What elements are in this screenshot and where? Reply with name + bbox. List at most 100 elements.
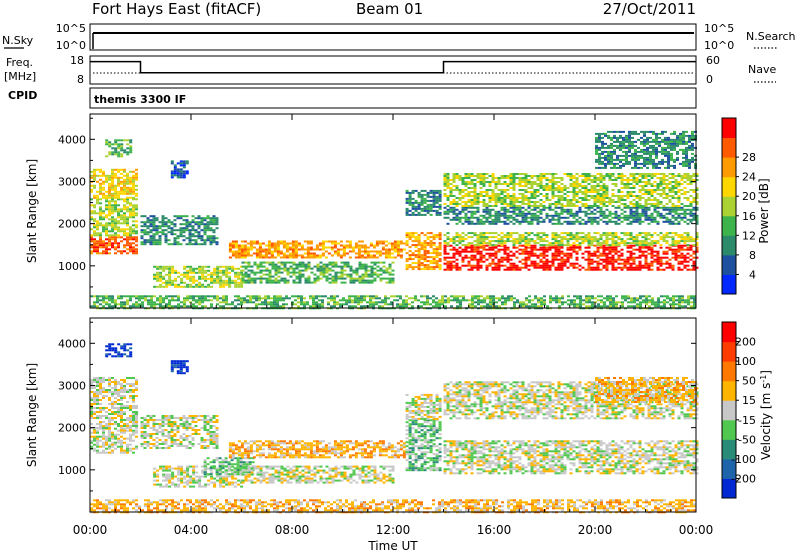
power-echo-region <box>406 190 442 216</box>
velocity-colorbar-label-base: Velocity [m s <box>759 383 773 460</box>
velocity-colorbar-tick-label: -100 <box>731 453 756 466</box>
velocity-echo-region <box>90 377 138 429</box>
beam-title: Beam 01 <box>356 0 423 18</box>
freq-left-tick-bottom: 8 <box>77 73 84 86</box>
velocity-ylabel: Slant Range [km] <box>25 363 39 467</box>
power-echo-region <box>444 232 699 246</box>
power-colorbar-label: Power [dB] <box>757 178 771 243</box>
velocity-colorbar-label-exp: -1 <box>759 375 768 383</box>
cpid-mode: themis 3300 IF <box>94 93 186 106</box>
xtick-label: 00:00 <box>679 523 714 537</box>
nsky-label: N.Sky <box>2 34 34 47</box>
power-echo-region <box>595 131 697 169</box>
velocity-echo-region <box>242 466 395 484</box>
velocity-colorbar-segment <box>722 400 736 420</box>
cpid-label: CPID <box>8 89 37 102</box>
velocity-colorbar-tick-label: -15 <box>738 414 756 427</box>
velocity-colorbar-segment <box>722 420 736 440</box>
velocity-colorbar-segment <box>722 322 736 342</box>
velocity-colorbar-tick-label: -200 <box>731 472 756 485</box>
xtick-label: 12:00 <box>376 523 411 537</box>
xtick-label: 04:00 <box>174 523 209 537</box>
freq-label: Freq. <box>6 56 33 69</box>
power-colorbar-segment <box>722 138 736 158</box>
freq-left-tick-top: 18 <box>70 54 84 67</box>
power-echo-region <box>242 262 395 284</box>
power-colorbar-segment <box>722 177 736 197</box>
power-colorbar-segment <box>722 235 736 255</box>
power-colorbar-segment <box>722 118 736 138</box>
power-ytick-label: 3000 <box>58 175 86 188</box>
velocity-echo-region <box>105 343 132 357</box>
power-colorbar-tick-label: 4 <box>749 268 756 281</box>
xtick-label: 16:00 <box>477 523 512 537</box>
station-title: Fort Hays East (fitACF) <box>92 0 261 18</box>
power-echo-region <box>171 160 189 178</box>
power-ytick-label: 4000 <box>58 133 86 146</box>
nsky-panel-frame <box>90 24 696 50</box>
velocity-echo-region <box>444 440 699 474</box>
velocity-colorbar-tick-label: 15 <box>742 394 756 407</box>
xtick-label: 08:00 <box>275 523 310 537</box>
power-colorbar-tick-label: 20 <box>742 190 756 203</box>
velocity-colorbar-segment <box>722 381 736 401</box>
power-echo-layer <box>90 131 699 309</box>
nave-right-tick-bottom: 0 <box>706 73 713 86</box>
power-echo-region <box>229 241 406 259</box>
velocity-colorbar-tick-label: 100 <box>735 355 756 368</box>
velocity-colorbar-tick-label: -50 <box>738 433 756 446</box>
time-xlabel: Time UT <box>367 539 418 553</box>
velocity-ytick-label: 3000 <box>58 379 86 392</box>
velocity-colorbar-label-close: ] <box>759 370 773 375</box>
power-colorbar-tick-label: 28 <box>742 151 756 164</box>
velocity-ytick-label: 2000 <box>58 422 86 435</box>
velocity-echo-region <box>90 428 138 454</box>
velocity-colorbar-segment <box>722 361 736 381</box>
nsky-right-tick-bottom: 10^0 <box>704 39 734 52</box>
velocity-ytick-label: 1000 <box>58 464 86 477</box>
power-echo-region <box>105 139 132 157</box>
power-echo-region <box>444 207 699 225</box>
freq-unit-label: [MHz] <box>4 70 36 83</box>
xtick-label: 00:00 <box>73 523 108 537</box>
power-colorbar-tick-label: 24 <box>742 171 756 184</box>
velocity-echo-region <box>229 440 406 458</box>
freq-trace <box>90 62 696 73</box>
power-colorbar-segment <box>722 196 736 216</box>
power-colorbar-segment <box>722 216 736 236</box>
power-ytick-label: 1000 <box>58 260 86 273</box>
velocity-echo-layer <box>90 343 699 513</box>
power-colorbar-tick-label: 8 <box>749 249 756 262</box>
nsky-left-tick-bottom: 10^0 <box>56 39 86 52</box>
power-colorbar-tick-label: 12 <box>742 229 756 242</box>
nsky-left-tick-top: 10^5 <box>56 22 86 35</box>
velocity-echo-region <box>171 360 189 374</box>
velocity-echo-region <box>406 419 442 471</box>
freq-panel-frame <box>90 56 696 84</box>
nsky-right-tick-top: 10^5 <box>704 22 734 35</box>
velocity-colorbar-label: Velocity [m s-1] <box>759 370 773 460</box>
velocity-echo-region <box>141 415 219 449</box>
power-echo-region <box>444 173 699 207</box>
power-echo-region <box>153 266 243 288</box>
power-echo-region <box>406 232 442 270</box>
xtick-label: 20:00 <box>578 523 613 537</box>
power-ytick-label: 2000 <box>58 218 86 231</box>
velocity-colorbar-segment <box>722 342 736 362</box>
date-title: 27/Oct/2011 <box>603 0 696 18</box>
velocity-colorbar-tick-label: 50 <box>742 375 756 388</box>
nsearch-label: N.Search <box>746 30 796 43</box>
nave-right-tick-top: 60 <box>706 54 720 67</box>
power-colorbar-segment <box>722 255 736 275</box>
power-echo-region <box>141 215 219 245</box>
velocity-ytick-label: 4000 <box>58 337 86 350</box>
velocity-echo-region <box>406 394 442 420</box>
power-echo-region <box>444 245 699 271</box>
nave-label: Nave <box>748 63 776 76</box>
power-echo-region <box>90 169 138 199</box>
power-colorbar-segment <box>722 157 736 177</box>
